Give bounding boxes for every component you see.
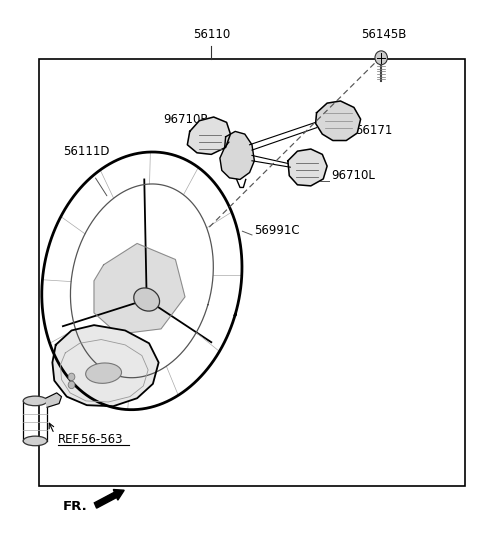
Polygon shape bbox=[220, 132, 254, 179]
Text: 56110: 56110 bbox=[192, 28, 230, 41]
Text: 96710L: 96710L bbox=[331, 169, 375, 182]
Polygon shape bbox=[187, 117, 230, 155]
Text: REF.56-563: REF.56-563 bbox=[58, 433, 124, 446]
Polygon shape bbox=[52, 325, 158, 406]
Ellipse shape bbox=[85, 363, 121, 384]
Text: 56145B: 56145B bbox=[361, 28, 406, 41]
Ellipse shape bbox=[23, 396, 47, 406]
Text: 96710R: 96710R bbox=[163, 113, 209, 126]
Text: 56991C: 56991C bbox=[254, 224, 300, 236]
Polygon shape bbox=[288, 149, 327, 186]
Circle shape bbox=[68, 381, 75, 388]
Ellipse shape bbox=[134, 288, 159, 311]
FancyArrow shape bbox=[95, 490, 124, 508]
Polygon shape bbox=[94, 243, 185, 334]
Text: 56171: 56171 bbox=[355, 124, 392, 137]
Polygon shape bbox=[46, 393, 61, 407]
Polygon shape bbox=[316, 101, 360, 141]
Circle shape bbox=[375, 51, 387, 65]
Ellipse shape bbox=[23, 436, 47, 446]
Text: FR.: FR. bbox=[63, 500, 88, 513]
Text: 56111D: 56111D bbox=[63, 145, 109, 158]
Circle shape bbox=[68, 373, 75, 380]
